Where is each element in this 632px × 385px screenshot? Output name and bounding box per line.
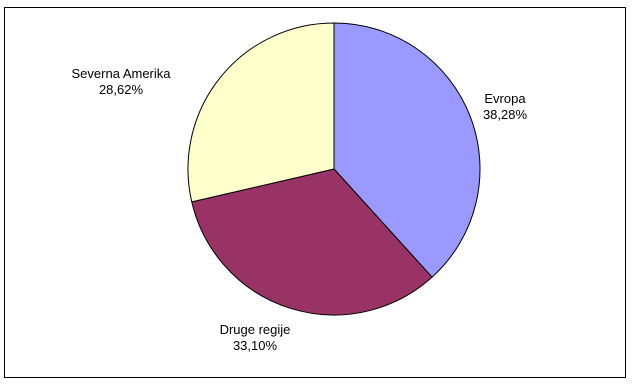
pie-slice-evropa (333, 22, 481, 278)
pie-slice-severna-amerika (187, 22, 335, 203)
slice-label-name: Druge regije (219, 322, 291, 337)
slice-label-name: Evropa (484, 91, 526, 106)
slice-label-druge-regije: Druge regije 33,10% (205, 322, 305, 354)
slice-label-value: 38,28% (482, 107, 528, 122)
slice-label-value: 33,10% (232, 338, 278, 353)
slice-label-value: 28,62% (98, 82, 144, 97)
slice-label-name: Severna Amerika (71, 66, 171, 81)
slice-label-evropa: Evropa 38,28% (470, 91, 540, 123)
pie-slice-druge-regije (191, 168, 433, 316)
slice-label-severna-amerika: Severna Amerika 28,62% (59, 66, 183, 98)
